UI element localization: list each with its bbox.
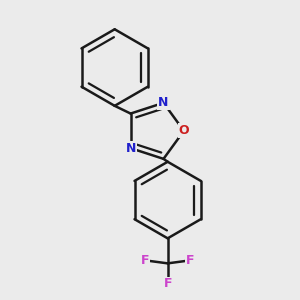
Text: N: N (125, 142, 136, 155)
Text: F: F (185, 254, 194, 267)
Text: F: F (141, 254, 150, 267)
Text: F: F (164, 278, 172, 290)
Text: O: O (178, 124, 189, 137)
Text: N: N (158, 96, 169, 110)
